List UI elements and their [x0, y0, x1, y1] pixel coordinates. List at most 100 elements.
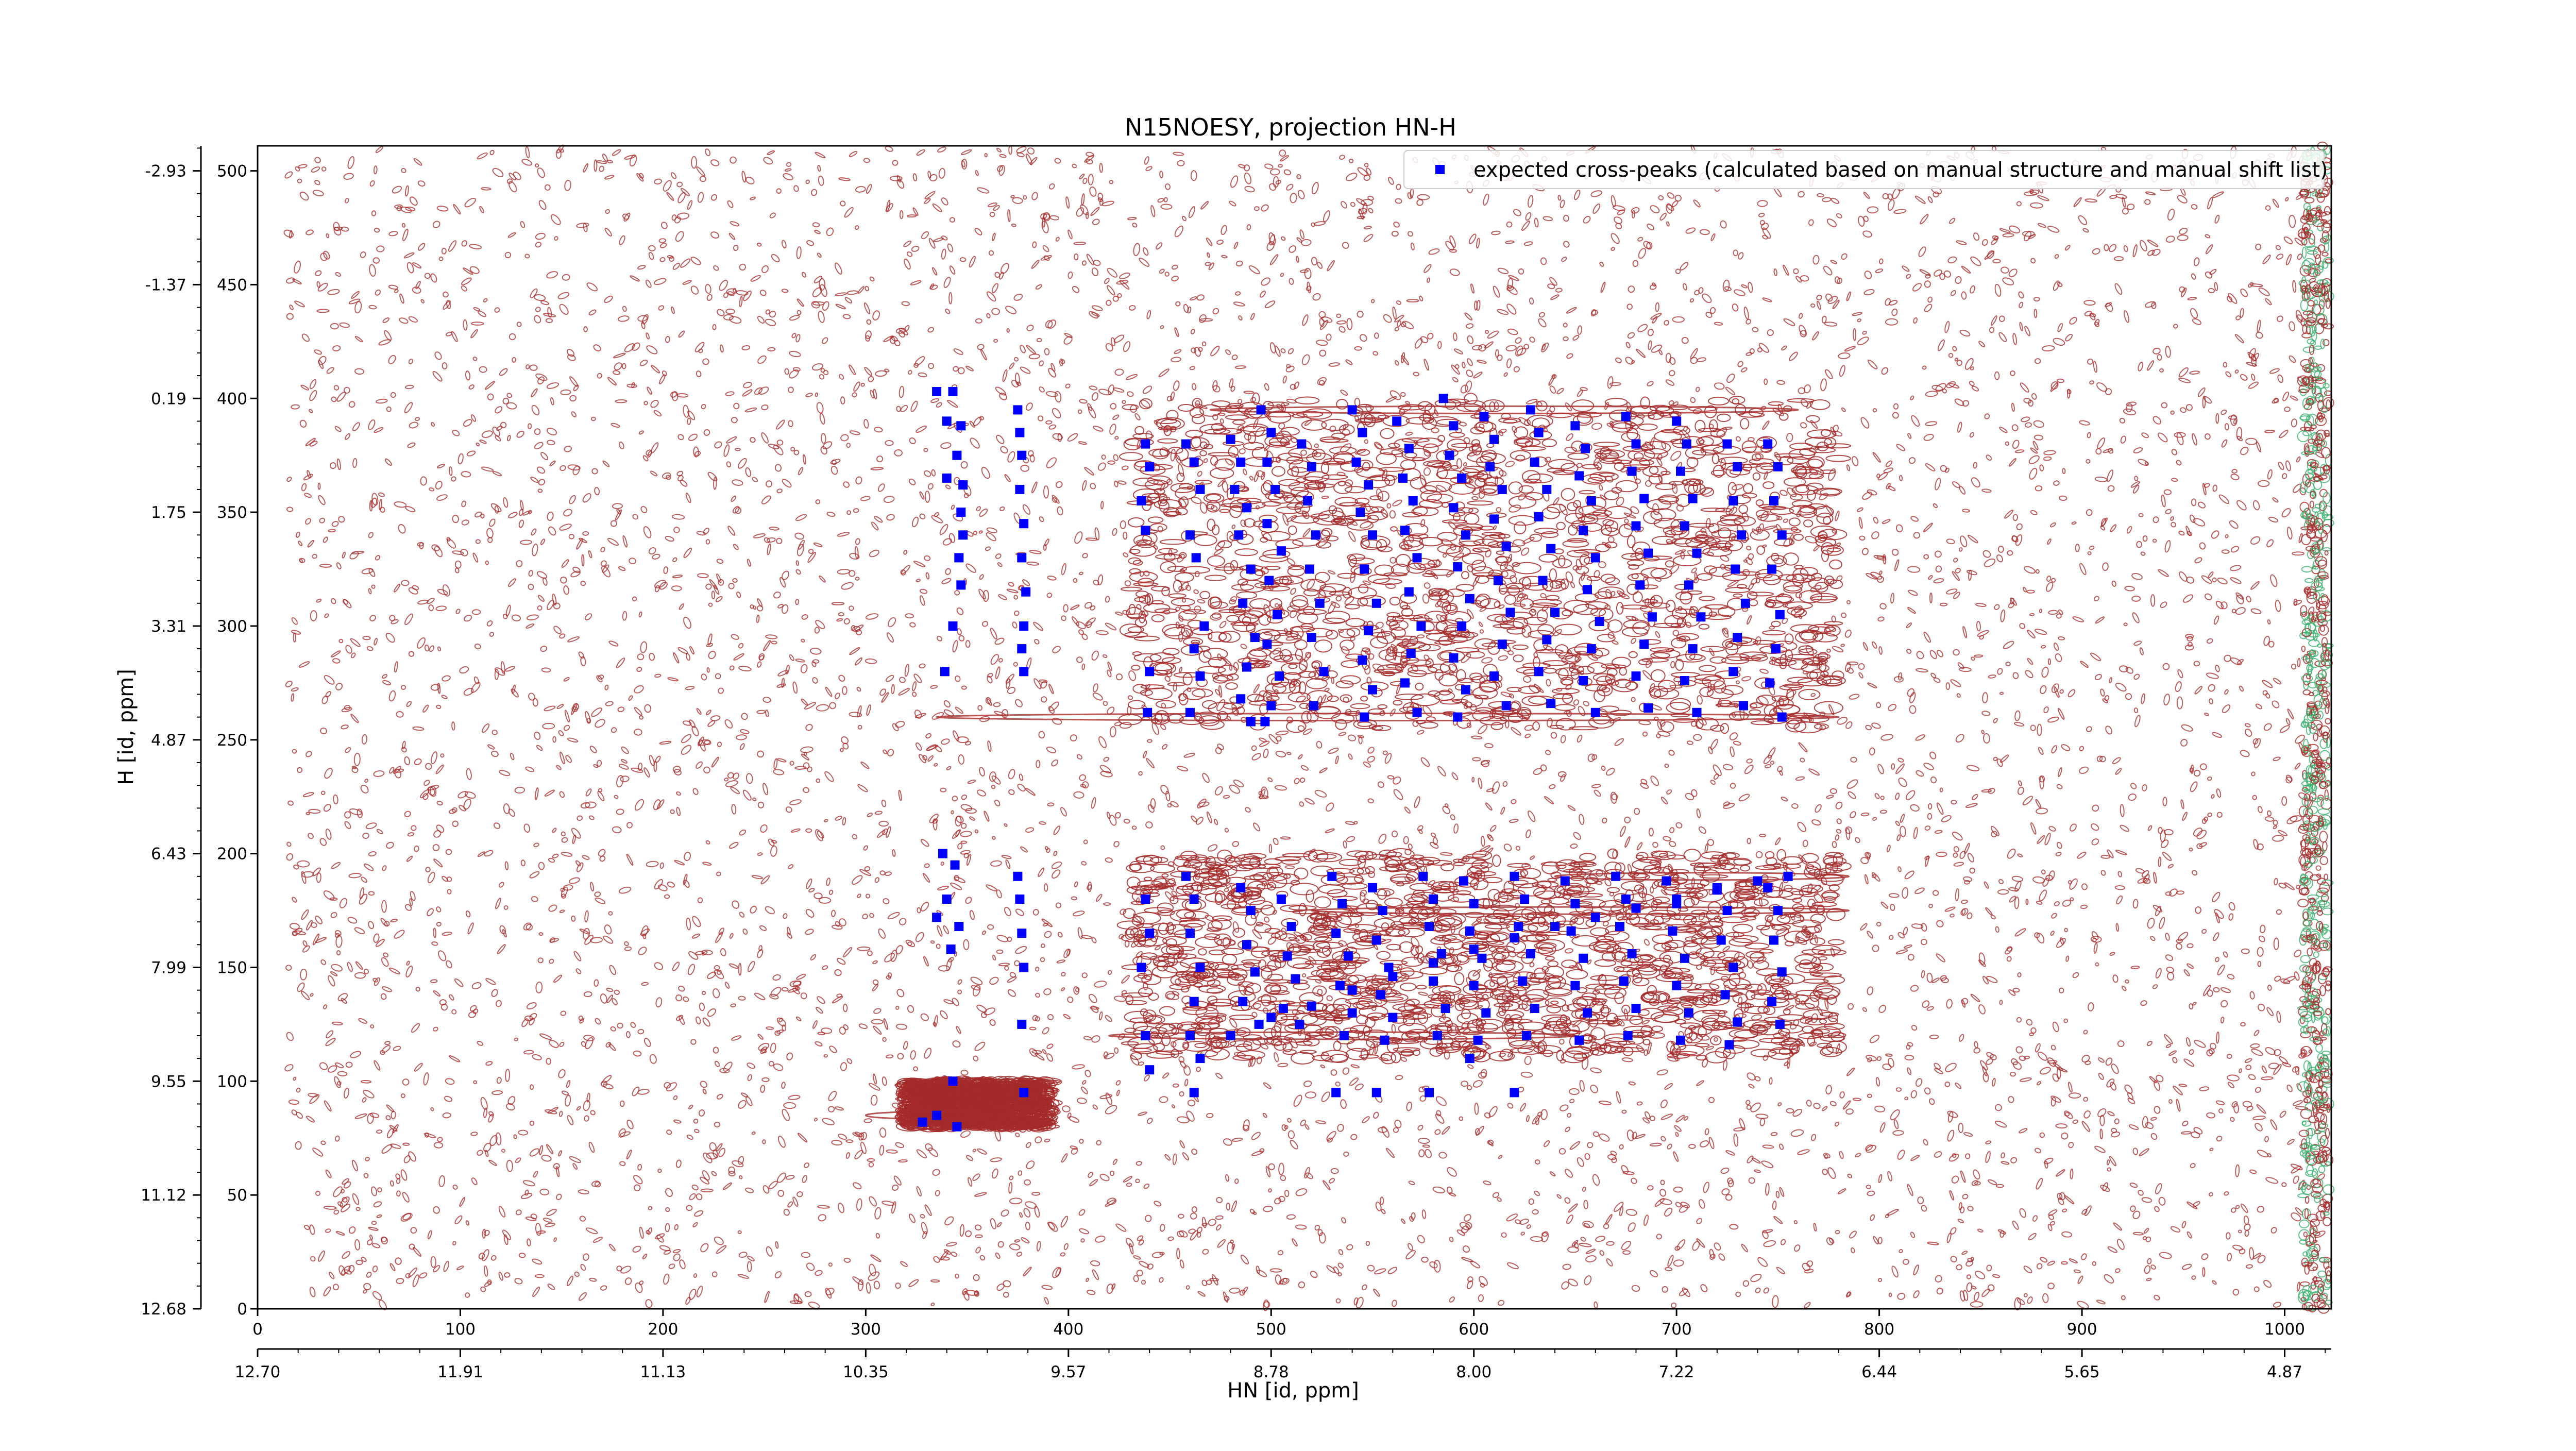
contour-speck — [1594, 570, 1600, 579]
contour-speck — [552, 593, 557, 606]
contour-speck — [2054, 901, 2060, 906]
contour-speck — [1556, 1194, 1562, 1199]
contour-speck — [1528, 195, 1534, 208]
contour-speck — [681, 734, 692, 744]
contour-speck — [737, 1230, 742, 1235]
contour-speck — [864, 367, 873, 376]
contour-speck — [751, 1131, 756, 1135]
contour-speck — [2077, 1301, 2089, 1309]
contour-speck — [1745, 545, 1752, 551]
contour-speck — [561, 1090, 569, 1095]
contour-speck — [711, 1271, 718, 1277]
contour-speck — [795, 569, 801, 575]
contour-speck — [1643, 241, 1651, 249]
contour-speck — [1980, 1060, 1988, 1071]
contour-speck — [2013, 722, 2024, 727]
contour-speck — [1226, 884, 1232, 888]
contour-speck — [2221, 549, 2230, 554]
contour-speck — [1741, 1243, 1749, 1253]
contour-speck — [1203, 458, 1208, 463]
contour-speck — [761, 404, 769, 411]
contour-speck — [1244, 172, 1252, 184]
contour-speck — [1145, 166, 1153, 172]
contour-speck — [1046, 1053, 1054, 1062]
contour-speck — [1953, 558, 1958, 563]
contour-speck — [289, 923, 300, 930]
contour-speck — [2090, 936, 2102, 943]
contour-speck — [1147, 804, 1155, 813]
contour-speck — [1908, 457, 1916, 464]
contour-speck — [1420, 336, 1429, 344]
contour-speck — [2015, 534, 2023, 546]
contour-speck — [2036, 901, 2043, 905]
contour-speck — [1029, 454, 1035, 463]
contour-speck — [1509, 818, 1519, 823]
contour-speck — [523, 823, 531, 833]
contour-speck — [653, 799, 661, 811]
contour-speck — [1869, 1035, 1880, 1043]
contour-speck — [2191, 1275, 2196, 1280]
contour-speck — [796, 973, 806, 980]
contour-speck — [1041, 221, 1049, 233]
contour-speck — [1920, 938, 1927, 946]
contour-speck — [393, 1045, 401, 1052]
contour-speck — [1081, 260, 1087, 266]
contour-speck — [1606, 768, 1615, 776]
contour-speck — [1007, 209, 1011, 222]
contour-speck — [296, 767, 303, 773]
contour-speck — [2189, 847, 2193, 852]
contour-speck — [2190, 764, 2194, 774]
contour-speck — [512, 684, 516, 694]
contour-speck — [708, 651, 716, 660]
contour-speck — [1067, 271, 1073, 279]
contour-speck — [659, 1245, 671, 1252]
contour-speck — [1174, 349, 1182, 355]
contour-speck — [2132, 1210, 2141, 1220]
contour-speck — [1382, 750, 1388, 755]
contour-speck — [446, 876, 452, 882]
contour-speck — [634, 799, 645, 811]
contour-speck — [886, 514, 895, 521]
contour-speck — [840, 1062, 848, 1071]
contour-speck — [1876, 1056, 1882, 1061]
contour-speck — [671, 306, 675, 314]
contour-speck — [1929, 650, 1937, 660]
contour-speck — [1598, 484, 1603, 491]
contour-speck — [1012, 197, 1023, 204]
contour-speck — [1685, 227, 1696, 234]
contour-speck — [300, 990, 310, 1001]
contour-speck — [1315, 1120, 1327, 1124]
contour-speck — [1080, 1086, 1088, 1094]
contour-speck — [2278, 883, 2287, 889]
contour-speck — [614, 362, 622, 370]
contour-speck — [1814, 935, 1818, 944]
contour-speck — [1224, 828, 1229, 833]
contour-speck — [750, 196, 756, 200]
contour-speck — [325, 828, 332, 840]
contour-speck — [633, 1184, 641, 1191]
contour-speck — [2048, 610, 2058, 615]
contour-speck — [800, 746, 814, 753]
contour-speck — [1685, 792, 1694, 801]
contour-speck — [376, 245, 385, 252]
contour-speck — [510, 752, 515, 761]
contour-speck — [525, 364, 530, 369]
contour-speck — [483, 298, 488, 303]
contour-speck — [471, 982, 482, 989]
contour-speck — [2157, 354, 2162, 361]
contour-speck — [320, 727, 327, 735]
contour-speck — [2297, 254, 2302, 260]
contour-speck — [919, 588, 928, 594]
contour-speck — [1758, 212, 1765, 217]
contour-speck — [1138, 1111, 1147, 1116]
contour-speck — [1893, 1119, 1899, 1129]
contour-speck — [481, 466, 494, 472]
contour-speck — [339, 322, 350, 328]
contour-speck — [1036, 338, 1042, 343]
contour-speck — [2240, 308, 2244, 318]
contour-speck — [423, 1072, 429, 1086]
contour-speck — [427, 908, 434, 917]
contour-speck — [817, 252, 822, 258]
contour-speck — [1440, 615, 1447, 622]
contour-speck — [459, 1197, 466, 1207]
